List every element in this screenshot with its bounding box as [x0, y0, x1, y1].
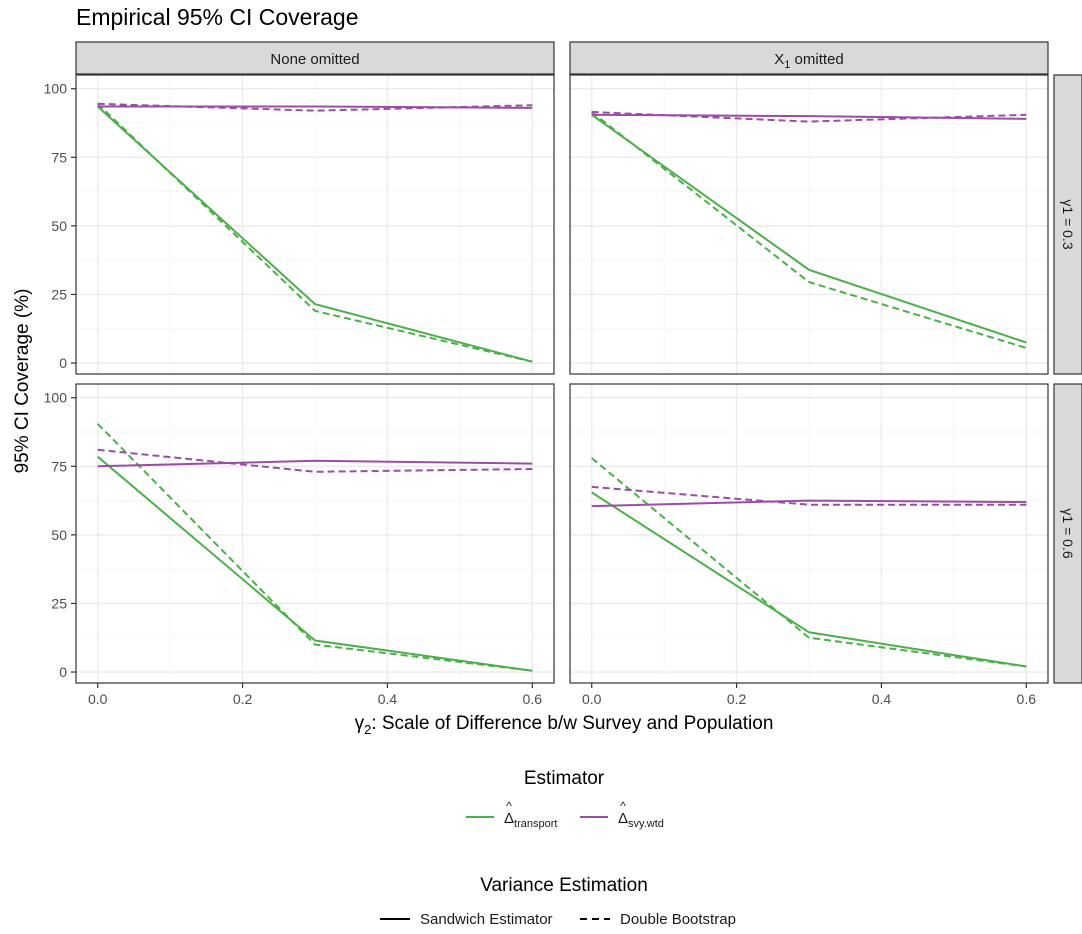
- series-line-svy_wtd-bootstrap: [97, 102, 533, 112]
- y-axis-label: 95% CI Coverage (%): [12, 289, 33, 474]
- legend-estimator-title: Estimator: [524, 768, 605, 789]
- y-tick-label: 50: [51, 527, 67, 543]
- panel-r0-c0: [76, 75, 554, 374]
- panel-border: [75, 383, 555, 684]
- x-tick-label: 0.4: [378, 691, 398, 707]
- series-line-transport-sandwich: [97, 455, 533, 672]
- panel-r1-c0: [76, 384, 554, 683]
- y-tick-label: 75: [51, 458, 67, 474]
- legend-hat: ^: [506, 799, 512, 813]
- series-line-svy_wtd-sandwich: [591, 499, 1027, 508]
- facet-strip-row-label: γ1 = 0.6: [1060, 508, 1076, 558]
- legend-label-transport: Δtransport: [504, 810, 557, 830]
- x-axis-label: γ2: Scale of Difference b/w Survey and P…: [355, 713, 774, 737]
- legend-label-bootstrap: Double Bootstrap: [620, 911, 736, 928]
- y-tick-label: 25: [51, 595, 67, 611]
- legend-label-sandwich: Sandwich Estimator: [420, 911, 553, 928]
- series-line-transport-sandwich: [591, 491, 1027, 668]
- x-tick-label: 0.2: [727, 691, 747, 707]
- y-tick-label: 100: [44, 390, 68, 406]
- facet-strip-row-label: γ1 = 0.3: [1060, 199, 1076, 249]
- facet-strip-row: [1053, 74, 1082, 375]
- panel-border: [569, 74, 1049, 375]
- panel-r0-c1: [570, 75, 1048, 374]
- y-tick-label: 100: [44, 81, 68, 97]
- legend-hat: ^: [620, 799, 626, 813]
- facet-strips: None omitted X1 omitted γ1 = 0.3 γ1 = 0.6: [75, 41, 1082, 684]
- panel-border: [569, 383, 1049, 684]
- y-tick-label: 50: [51, 218, 67, 234]
- legend-label-svy_wtd: Δsvy.wtd: [618, 810, 664, 830]
- facet-panels: [75, 74, 1049, 684]
- series-line-svy_wtd-sandwich: [97, 459, 533, 468]
- chart-axes: 0 25 50 75 100 0 25 50 75 100 0.0 0.2 0.4 0.6 0.0 0.2 0.…: [44, 81, 1037, 707]
- y-tick-label: 75: [51, 149, 67, 165]
- series-line-transport-bootstrap: [97, 103, 533, 363]
- panel-series-r0-c0: [97, 102, 533, 363]
- facet-strip-col: [569, 41, 1049, 75]
- x-tick-label: 0.6: [1017, 691, 1037, 707]
- x-tick-label: 0.0: [88, 691, 108, 707]
- legend-variance-title: Variance Estimation: [480, 875, 648, 896]
- chart-title: Empirical 95% CI Coverage: [76, 4, 359, 30]
- x-tick-label: 0.2: [233, 691, 253, 707]
- panel-series-r1-c0: [96, 423, 533, 672]
- x-tick-label: 0.4: [872, 691, 892, 707]
- y-tick-label: 0: [59, 664, 67, 680]
- x-tick-label: 0.6: [523, 691, 543, 707]
- facet-strip-row: [1053, 383, 1082, 684]
- facet-strip-label: None omitted: [270, 51, 359, 68]
- series-line-svy_wtd-bootstrap: [97, 448, 533, 473]
- facet-strip-label: X1 omitted: [774, 51, 844, 71]
- series-line-svy_wtd-bootstrap: [591, 111, 1027, 123]
- panel-series-r0-c1: [591, 111, 1027, 349]
- panel-border: [75, 74, 555, 375]
- facet-strip-col: [75, 41, 555, 75]
- y-tick-label: 25: [51, 286, 67, 302]
- series-line-transport-bootstrap: [96, 423, 533, 672]
- series-line-transport-sandwich: [591, 113, 1027, 344]
- x-tick-label: 0.0: [582, 691, 602, 707]
- panel-series-r1-c1: [591, 457, 1027, 668]
- series-line-svy_wtd-bootstrap: [591, 485, 1027, 506]
- series-line-transport-bootstrap: [591, 457, 1027, 668]
- series-line-transport-bootstrap: [591, 111, 1027, 349]
- y-tick-label: 0: [59, 355, 67, 371]
